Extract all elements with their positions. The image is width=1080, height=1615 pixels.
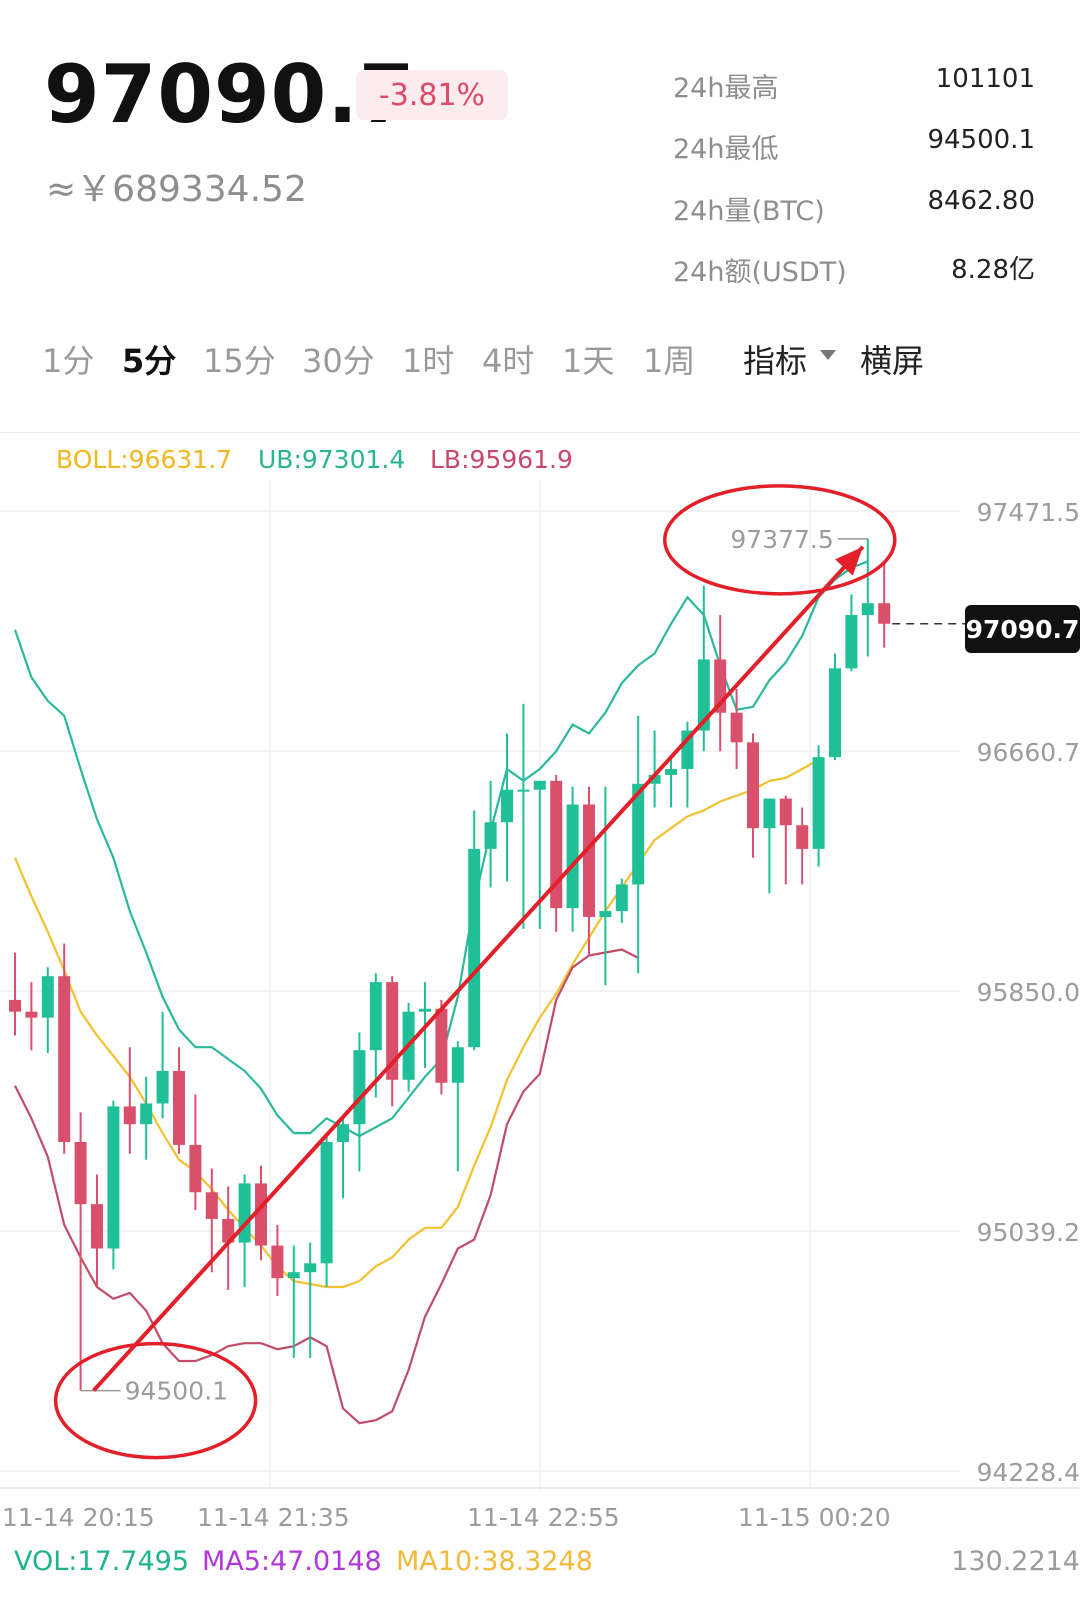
stat-label-turnover: 24h额(USDT)	[673, 257, 847, 288]
landscape-button[interactable]: 横屏	[860, 342, 925, 380]
candle-body	[468, 848, 481, 1048]
candle-body	[812, 757, 825, 849]
candle-body	[583, 804, 595, 917]
candle-body	[353, 1050, 366, 1125]
candle-body	[107, 1106, 120, 1249]
time-axis-label: 11-14 20:15	[2, 1503, 155, 1532]
stat-value-volume: 8462.80	[927, 186, 1035, 216]
boll-mid-line	[13, 758, 820, 1289]
stat-label-high: 24h最高	[673, 73, 779, 104]
high-marker-label: 97377.5	[730, 525, 833, 554]
candle-body	[287, 1272, 300, 1279]
volume-ma5: MA5:47.0148	[202, 1546, 382, 1577]
candle-body	[25, 1011, 38, 1018]
candle-body	[435, 1008, 448, 1083]
tab-4hour[interactable]: 4时	[482, 342, 535, 380]
candle-body	[550, 780, 563, 909]
chevron-down-icon[interactable]	[820, 350, 836, 360]
low-marker-label: 94500.1	[125, 1377, 228, 1406]
candle-body	[337, 1124, 349, 1142]
price-axis-label: 95039.2	[976, 1218, 1080, 1247]
high-circle-annotation	[663, 484, 897, 596]
boll-upper-value: UB:97301.4	[258, 445, 406, 474]
boll-mid-value: BOLL:96631.7	[56, 445, 233, 474]
candle-body	[41, 976, 54, 1018]
candle-body	[58, 976, 71, 1142]
candle-body	[861, 603, 874, 616]
stat-value-turnover: 8.28亿	[951, 255, 1035, 285]
tab-1week[interactable]: 1周	[643, 342, 696, 380]
candle-body	[419, 1008, 431, 1012]
candle-body	[779, 798, 792, 826]
price-axis-label: 94228.4	[976, 1458, 1080, 1487]
tab-5min[interactable]: 5分	[122, 342, 177, 380]
candle-body	[123, 1106, 136, 1125]
volume-value: VOL:17.7495	[14, 1546, 190, 1577]
candle-body	[845, 615, 858, 669]
candle-body	[304, 1263, 317, 1273]
trend-arrow-head	[835, 546, 863, 576]
candle-body	[730, 712, 743, 743]
candle-body	[320, 1141, 333, 1264]
price-axis-label: 97471.5	[976, 498, 1080, 527]
candle-body	[74, 1141, 87, 1205]
stat-value-high: 101101	[935, 64, 1035, 94]
candle-body	[91, 1204, 103, 1249]
boll-lower-value: LB:95961.9	[430, 445, 573, 474]
candle-body	[878, 603, 891, 624]
candle-body	[763, 798, 776, 829]
candle-body	[173, 1070, 185, 1145]
candle-body	[484, 822, 497, 849]
candle-body	[189, 1144, 202, 1193]
low-circle-annotation	[53, 1341, 258, 1460]
candle-body	[451, 1047, 464, 1083]
candle-body	[615, 884, 628, 912]
candlestick-chart[interactable]: 97377.5 94500.1	[0, 480, 1080, 1490]
price-axis-label: 96660.7	[976, 738, 1080, 767]
candle-body	[665, 768, 677, 775]
candle-body	[796, 825, 809, 849]
volume-ma10: MA10:38.3248	[396, 1546, 593, 1577]
candle-body	[271, 1245, 284, 1279]
last-price: 97090.7	[44, 48, 416, 141]
cny-price: ≈￥689334.52	[46, 169, 307, 210]
time-axis-label: 11-14 22:55	[467, 1503, 620, 1532]
candle-body	[369, 982, 382, 1051]
tab-1day[interactable]: 1天	[562, 342, 615, 380]
volume-axis-max: 130.2214	[951, 1546, 1080, 1577]
candle-body	[517, 789, 530, 792]
time-axis-label: 11-15 00:20	[738, 1503, 891, 1532]
indicator-button[interactable]: 指标	[743, 342, 808, 380]
price-change-badge: -3.81%	[356, 70, 508, 120]
candle-body	[386, 982, 399, 1080]
candle-body	[140, 1103, 153, 1125]
candle-body	[238, 1183, 251, 1243]
divider-top	[0, 432, 1080, 433]
candle-body	[632, 783, 645, 885]
candle-body	[156, 1070, 169, 1104]
time-axis-label: 11-14 21:35	[197, 1503, 350, 1532]
last-price-tag: 97090.7	[965, 605, 1080, 653]
candle-body	[566, 804, 579, 909]
tab-1min[interactable]: 1分	[42, 342, 95, 380]
stat-value-low: 94500.1	[927, 125, 1035, 155]
candle-body	[255, 1183, 267, 1246]
price-axis-label: 95850.0	[976, 978, 1080, 1007]
tab-1hour[interactable]: 1时	[402, 342, 455, 380]
stat-label-volume: 24h量(BTC)	[673, 196, 825, 227]
candle-body	[205, 1192, 218, 1219]
trend-arrow-line	[92, 545, 865, 1392]
candle-body	[9, 999, 21, 1012]
candle-body	[829, 668, 841, 758]
candle-body	[648, 774, 661, 784]
candle-body	[747, 742, 759, 829]
candle-body	[533, 780, 546, 790]
tab-30min[interactable]: 30分	[302, 342, 375, 380]
candle-body	[501, 789, 513, 823]
candle-body	[599, 911, 612, 917]
tab-15min[interactable]: 15分	[203, 342, 276, 380]
candle-body	[697, 659, 710, 731]
boll-lower-line	[14, 948, 639, 1425]
stat-label-low: 24h最低	[673, 134, 779, 165]
